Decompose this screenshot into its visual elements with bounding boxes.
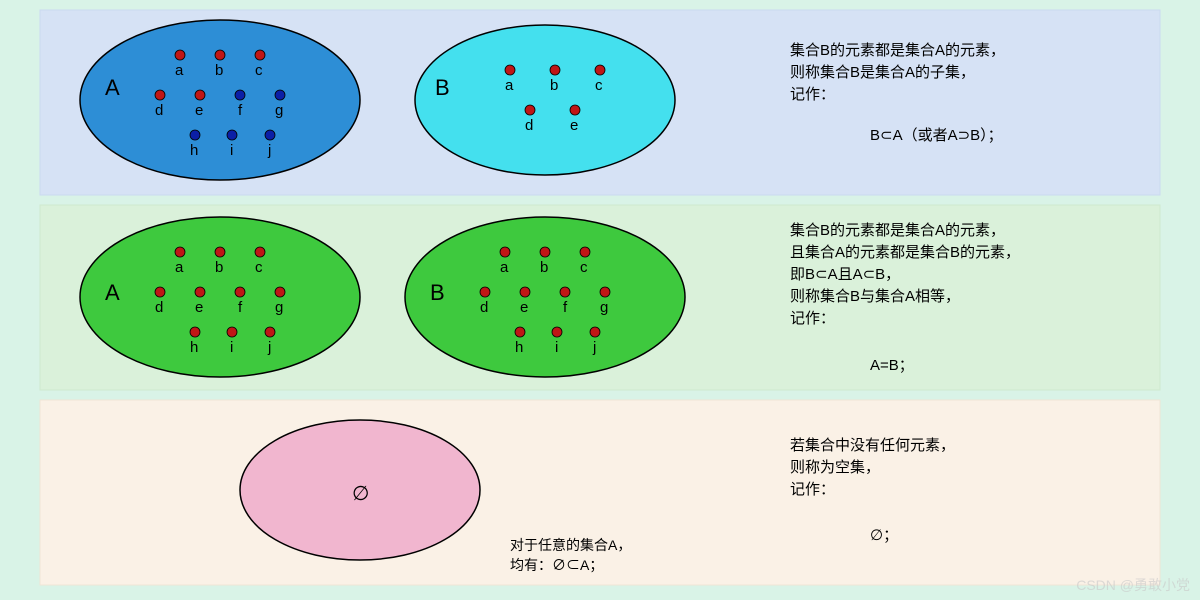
notation-text: B⊂A（或者A⊃B）； [870,127,1003,144]
element-label: h [515,339,523,356]
set-label: A [105,280,120,305]
element-dot [552,327,562,337]
element-dot [480,287,490,297]
element-label: h [190,142,198,159]
element-dot [175,50,185,60]
set-ellipse [405,217,685,377]
element-dot [255,50,265,60]
element-label: j [267,339,271,356]
set-label: A [105,75,120,100]
element-label: h [190,339,198,356]
set-ellipse [80,217,360,377]
element-dot [595,65,605,75]
element-label: d [155,102,163,119]
description-line: 若集合中没有任何元素， [790,437,955,454]
element-dot [265,130,275,140]
element-label: g [600,299,608,316]
element-dot [235,287,245,297]
description-line: 记作： [790,310,835,327]
element-label: a [505,77,514,94]
element-dot [600,287,610,297]
element-dot [227,130,237,140]
set-label: B [435,75,450,100]
element-dot [235,90,245,100]
element-dot [255,247,265,257]
element-label: i [230,142,233,159]
description-line: 集合B的元素都是集合A的元素， [790,222,1005,239]
element-dot [215,247,225,257]
element-dot [155,287,165,297]
description-line: 则称集合B与集合A相等， [790,287,960,305]
notation-text: A=B； [870,357,914,374]
note-line: 均有：∅⊂A； [510,557,603,574]
element-dot [500,247,510,257]
element-dot [550,65,560,75]
element-label: g [275,102,283,119]
element-dot [227,327,237,337]
element-dot [570,105,580,115]
element-dot [525,105,535,115]
element-label: c [595,77,603,94]
element-dot [515,327,525,337]
element-label: a [175,62,184,79]
element-label: j [267,142,271,159]
description-line: 则称为空集， [790,459,880,476]
element-label: a [500,259,509,276]
element-label: i [555,339,558,356]
element-dot [190,327,200,337]
element-dot [175,247,185,257]
description-line: 且集合A的元素都是集合B的元素， [790,244,1020,261]
element-label: a [175,259,184,276]
element-dot [275,90,285,100]
element-label: d [480,299,488,316]
element-dot [505,65,515,75]
set-ellipse [415,25,675,175]
description-line: 记作： [790,481,835,498]
element-dot [215,50,225,60]
element-label: d [155,299,163,316]
element-label: b [550,77,558,94]
element-dot [155,90,165,100]
watermark-text: CSDN @勇敢小党 [1076,575,1190,595]
element-label: j [592,339,596,356]
empty-set-symbol: ∅ [352,483,369,505]
element-label: g [275,299,283,316]
note-line: 对于任意的集合A， [510,537,631,553]
element-dot [540,247,550,257]
element-label: b [215,259,223,276]
element-dot [590,327,600,337]
element-label: e [195,102,203,119]
set-ellipse [80,20,360,180]
element-dot [195,90,205,100]
description-line: 集合B的元素都是集合A的元素， [790,42,1005,59]
element-label: i [230,339,233,356]
element-dot [275,287,285,297]
element-label: c [255,62,263,79]
element-label: e [195,299,203,316]
description-line: 则称集合B是集合A的子集， [790,64,975,81]
element-label: d [525,117,533,134]
element-label: e [520,299,528,316]
element-label: c [580,259,588,276]
diagram-canvas: AabcdefghijBabcde集合B的元素都是集合A的元素，则称集合B是集合… [0,0,1200,600]
element-label: b [540,259,548,276]
element-label: c [255,259,263,276]
element-dot [580,247,590,257]
description-line: 记作： [790,86,835,103]
element-dot [190,130,200,140]
set-label: B [430,280,445,305]
element-dot [195,287,205,297]
element-label: e [570,117,578,134]
element-dot [560,287,570,297]
element-dot [520,287,530,297]
description-line: 即B⊂A且A⊂B， [790,266,900,283]
element-dot [265,327,275,337]
element-label: b [215,62,223,79]
notation-text: ∅； [870,527,898,544]
